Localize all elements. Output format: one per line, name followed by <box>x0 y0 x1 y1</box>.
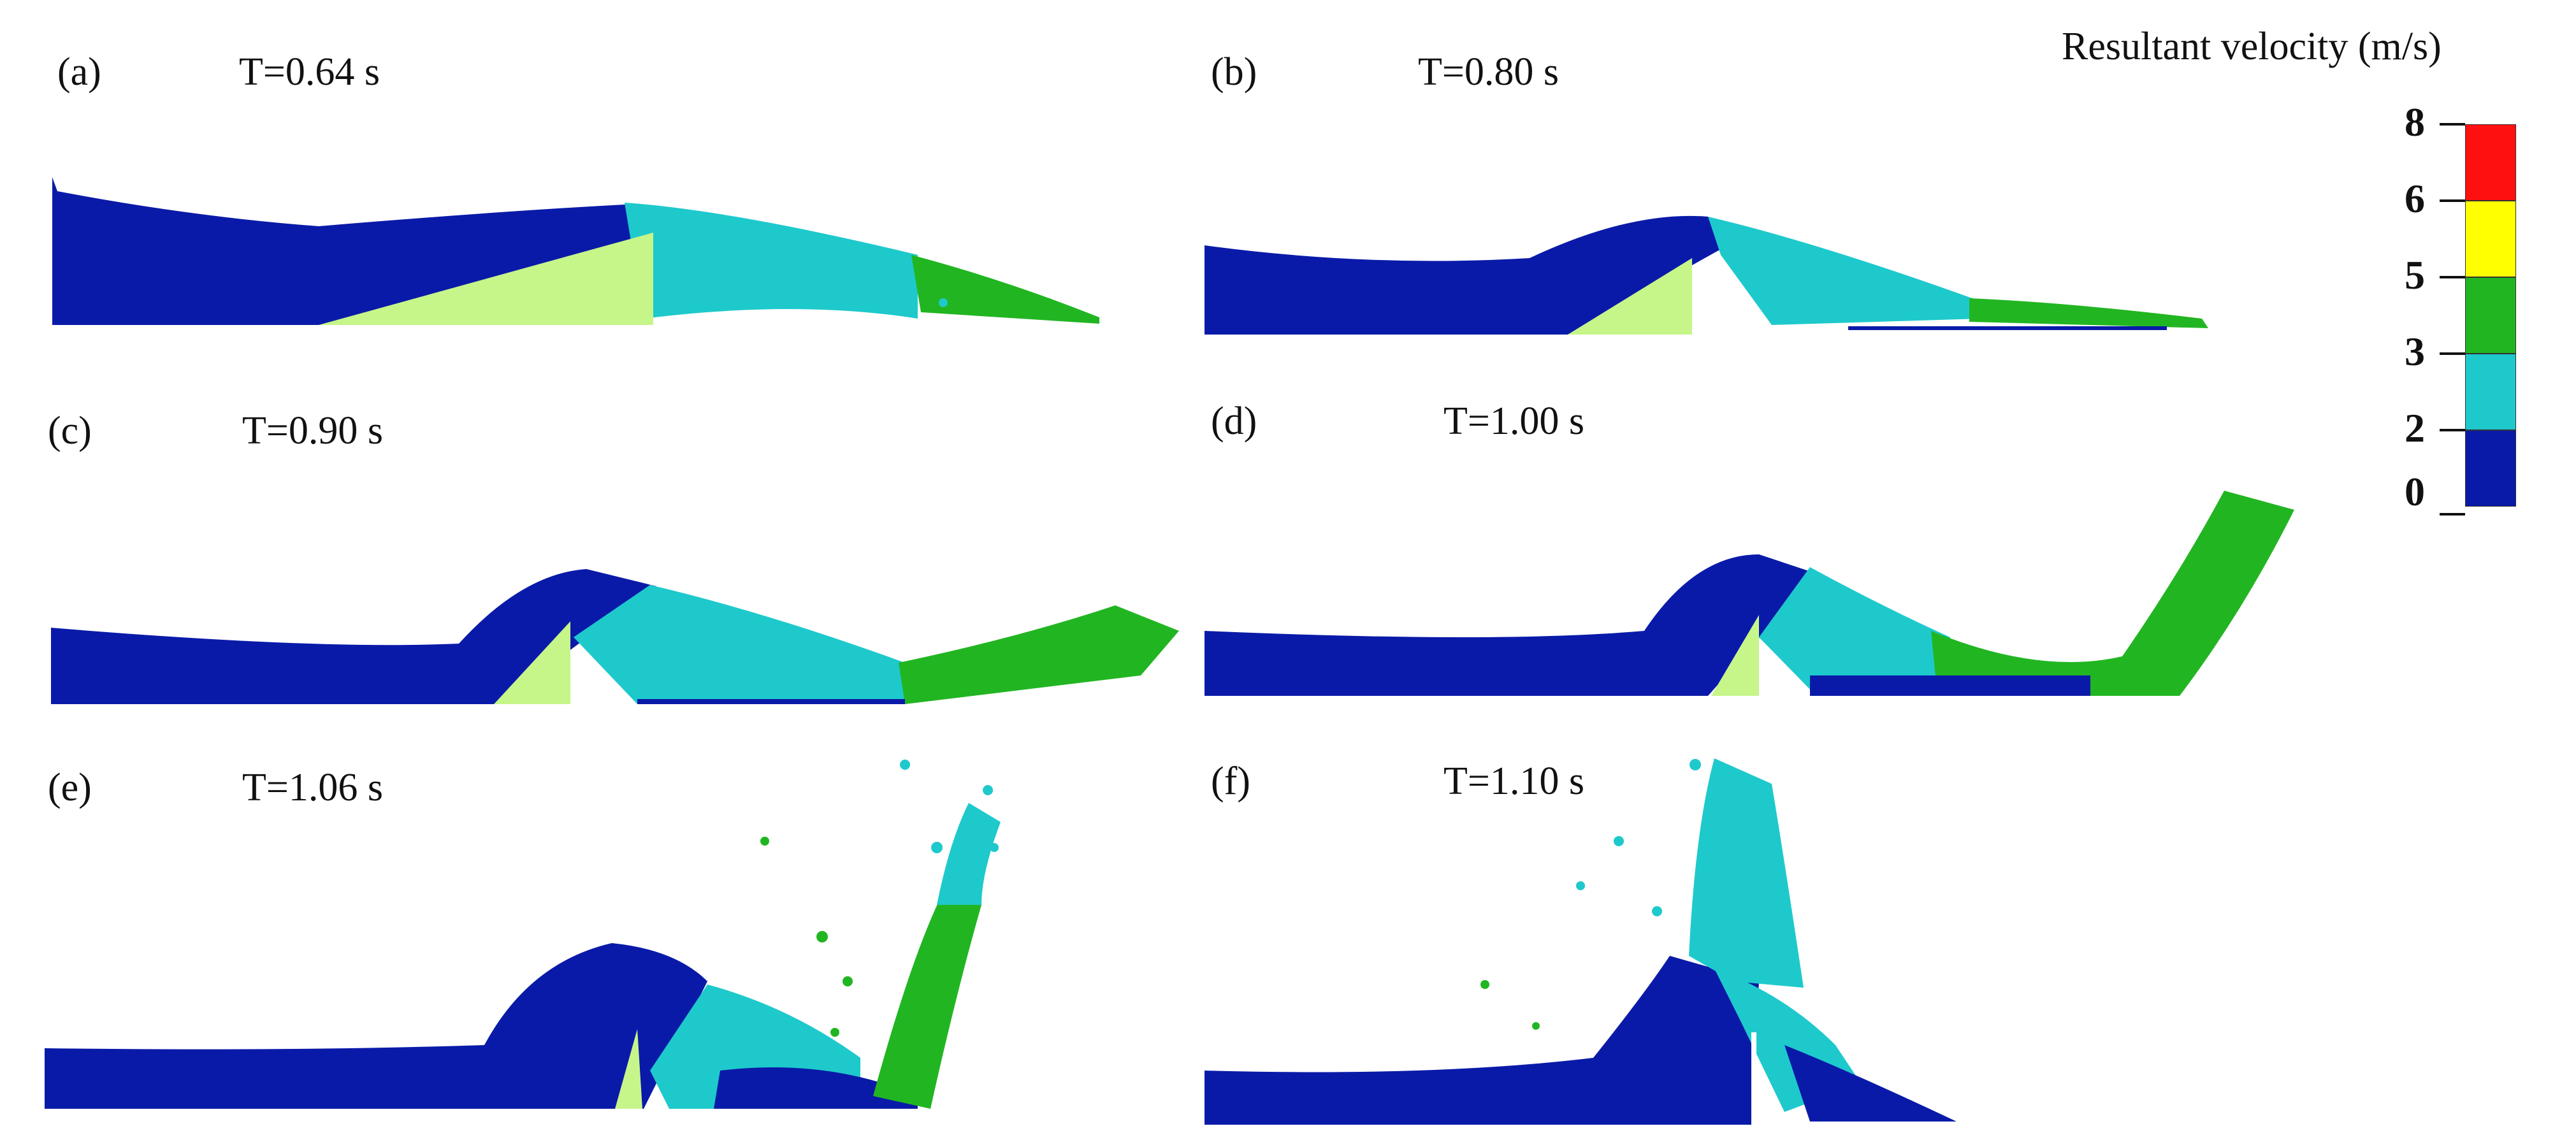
obstacle <box>319 233 653 325</box>
legend-tick-label-0: 0 <box>2405 469 2425 514</box>
scattered-particles <box>1576 759 1701 916</box>
flow-body-cyan-jet <box>1689 758 1804 988</box>
legend-title: Resultant velocity (m/s) <box>2062 25 2442 68</box>
simulation-panel-d <box>1205 491 2294 696</box>
legend-segment-red <box>2465 124 2516 201</box>
flow-body-cyan <box>1759 567 1950 696</box>
obstacle <box>1568 258 1692 335</box>
legend-segment-green <box>2465 277 2516 354</box>
flow-body-blue <box>45 943 707 1109</box>
flow-body-green <box>1969 298 2208 328</box>
panel-label-d: (d) <box>1211 400 1257 443</box>
time-label-d: T=1.00 s <box>1444 400 1584 443</box>
flow-body-cyan <box>1708 217 1982 325</box>
scattered-particles <box>1848 326 2167 330</box>
legend-tick-8 <box>2440 123 2465 126</box>
legend-segment-blue <box>2465 430 2516 507</box>
scattered-particles <box>709 285 948 307</box>
flow-body-green <box>911 255 1099 324</box>
flow-body-blue-pool <box>714 1067 918 1109</box>
legend-tick-label-5: 5 <box>2405 252 2425 298</box>
simulation-panel-c <box>51 569 1179 704</box>
time-label-e: T=1.06 s <box>242 766 383 809</box>
flow-body-green <box>899 605 1179 704</box>
flow-body-blue <box>51 569 656 704</box>
legend-segment-yellow <box>2465 201 2516 277</box>
flow-body-cyan <box>574 585 905 704</box>
time-label-b: T=0.80 s <box>1418 50 1559 94</box>
flow-body-blue-pool <box>1784 1045 1957 1122</box>
legend-colorbar <box>2465 124 2516 507</box>
legend-tick-label-2: 2 <box>2405 405 2425 451</box>
panel-label-a: (a) <box>57 50 101 94</box>
time-label-a: T=0.64 s <box>239 50 380 94</box>
obstacle-edge <box>1751 1032 1756 1125</box>
legend-tick-5 <box>2440 276 2465 278</box>
legend-tick-3 <box>2440 352 2465 355</box>
flow-body-blue <box>1205 215 1733 335</box>
legend-tick-label-8: 8 <box>2405 99 2425 145</box>
panel-label-e: (e) <box>48 766 92 809</box>
simulation-panel-a <box>52 177 1099 325</box>
flow-body-blue <box>1205 554 1816 696</box>
legend-tick-label-6: 6 <box>2405 176 2425 221</box>
floor-strip <box>637 699 905 704</box>
flow-body-blue <box>1205 956 1759 1125</box>
legend-tick-6 <box>2440 199 2465 202</box>
flow-body-cyan <box>625 203 918 319</box>
panel-label-c: (c) <box>48 409 92 452</box>
legend-segment-cyan <box>2465 354 2516 430</box>
time-label-f: T=1.10 s <box>1444 760 1584 803</box>
legend-tick-2 <box>2440 429 2465 431</box>
panel-label-b: (b) <box>1211 50 1257 94</box>
time-label-c: T=0.90 s <box>242 409 383 452</box>
flow-body-cyan-jet <box>937 803 1001 905</box>
panel-label-f: (f) <box>1211 760 1250 803</box>
simulation-panel-b <box>1205 215 2208 335</box>
obstacle <box>1711 615 1759 696</box>
flow-body-green <box>873 892 981 1109</box>
flow-body-green <box>1931 491 2294 696</box>
legend-tick-label-3: 3 <box>2405 329 2425 374</box>
obstacle <box>615 1029 642 1109</box>
legend-tick-0 <box>2440 513 2465 516</box>
scattered-particles <box>760 837 853 1037</box>
obstacle <box>494 621 570 704</box>
floor-strip <box>1810 675 2090 696</box>
